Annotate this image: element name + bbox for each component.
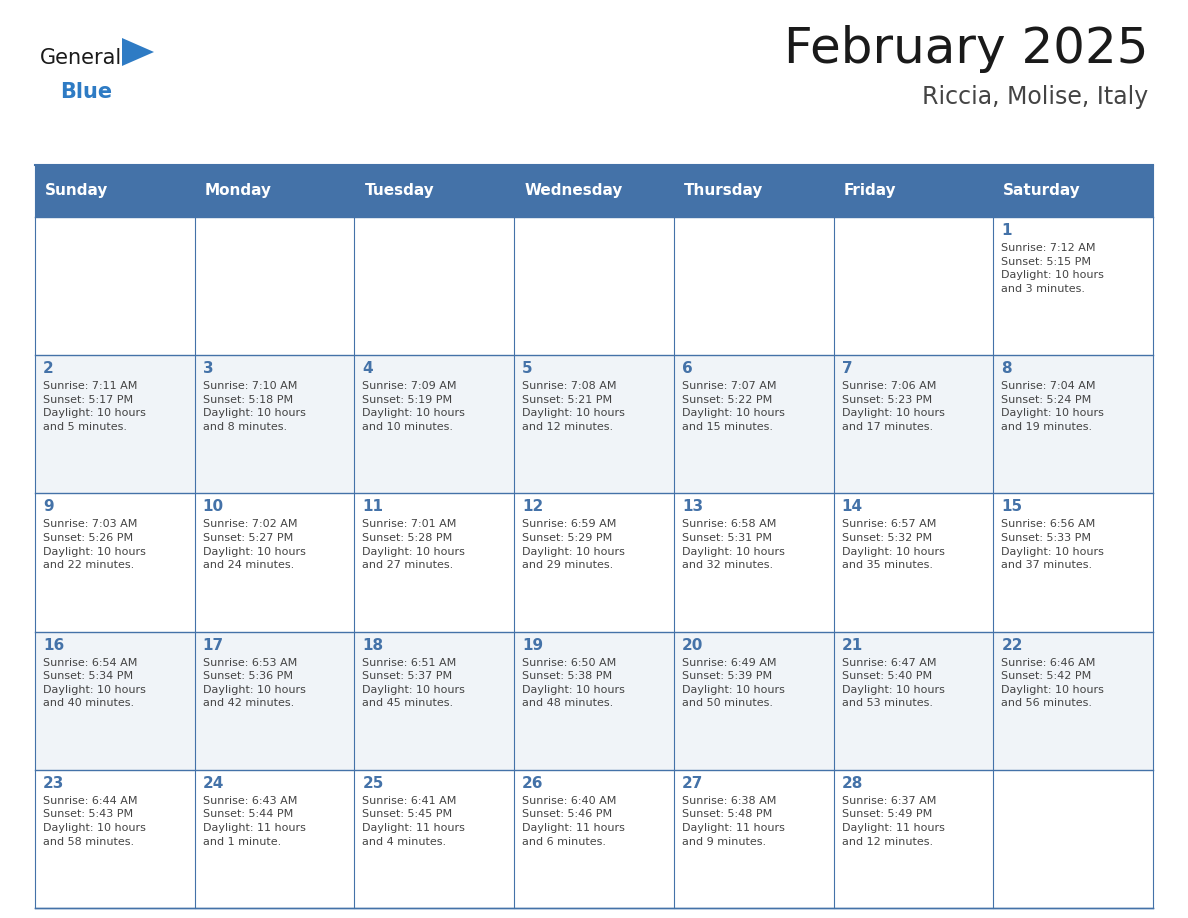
Text: Sunrise: 7:10 AM
Sunset: 5:18 PM
Daylight: 10 hours
and 8 minutes.: Sunrise: 7:10 AM Sunset: 5:18 PM Dayligh… [203, 381, 305, 432]
Text: Sunrise: 6:50 AM
Sunset: 5:38 PM
Daylight: 10 hours
and 48 minutes.: Sunrise: 6:50 AM Sunset: 5:38 PM Dayligh… [523, 657, 625, 709]
Text: 2: 2 [43, 361, 53, 376]
Text: Sunrise: 6:41 AM
Sunset: 5:45 PM
Daylight: 11 hours
and 4 minutes.: Sunrise: 6:41 AM Sunset: 5:45 PM Dayligh… [362, 796, 466, 846]
Text: Saturday: Saturday [1004, 184, 1081, 198]
Text: Wednesday: Wednesday [524, 184, 623, 198]
Text: 3: 3 [203, 361, 214, 376]
Text: Riccia, Molise, Italy: Riccia, Molise, Italy [922, 85, 1148, 109]
Text: Blue: Blue [61, 82, 112, 102]
Text: Sunrise: 6:58 AM
Sunset: 5:31 PM
Daylight: 10 hours
and 32 minutes.: Sunrise: 6:58 AM Sunset: 5:31 PM Dayligh… [682, 520, 785, 570]
Bar [34, 770, 1154, 908]
Text: General: General [40, 48, 122, 68]
Text: Sunrise: 7:07 AM
Sunset: 5:22 PM
Daylight: 10 hours
and 15 minutes.: Sunrise: 7:07 AM Sunset: 5:22 PM Dayligh… [682, 381, 785, 432]
Text: 12: 12 [523, 499, 543, 514]
Text: 16: 16 [43, 638, 64, 653]
Text: Sunrise: 7:03 AM
Sunset: 5:26 PM
Daylight: 10 hours
and 22 minutes.: Sunrise: 7:03 AM Sunset: 5:26 PM Dayligh… [43, 520, 146, 570]
Text: 18: 18 [362, 638, 384, 653]
Text: Sunrise: 7:06 AM
Sunset: 5:23 PM
Daylight: 10 hours
and 17 minutes.: Sunrise: 7:06 AM Sunset: 5:23 PM Dayligh… [841, 381, 944, 432]
Text: Friday: Friday [843, 184, 896, 198]
Text: Sunrise: 7:11 AM
Sunset: 5:17 PM
Daylight: 10 hours
and 5 minutes.: Sunrise: 7:11 AM Sunset: 5:17 PM Dayligh… [43, 381, 146, 432]
Text: 17: 17 [203, 638, 223, 653]
Text: 8: 8 [1001, 361, 1012, 376]
Text: Sunrise: 7:01 AM
Sunset: 5:28 PM
Daylight: 10 hours
and 27 minutes.: Sunrise: 7:01 AM Sunset: 5:28 PM Dayligh… [362, 520, 466, 570]
Text: Sunrise: 7:12 AM
Sunset: 5:15 PM
Daylight: 10 hours
and 3 minutes.: Sunrise: 7:12 AM Sunset: 5:15 PM Dayligh… [1001, 243, 1104, 294]
Text: Sunrise: 6:37 AM
Sunset: 5:49 PM
Daylight: 11 hours
and 12 minutes.: Sunrise: 6:37 AM Sunset: 5:49 PM Dayligh… [841, 796, 944, 846]
Text: 23: 23 [43, 776, 64, 790]
Text: Sunrise: 6:40 AM
Sunset: 5:46 PM
Daylight: 11 hours
and 6 minutes.: Sunrise: 6:40 AM Sunset: 5:46 PM Dayligh… [523, 796, 625, 846]
Text: 10: 10 [203, 499, 223, 514]
Text: Thursday: Thursday [684, 184, 763, 198]
Text: 9: 9 [43, 499, 53, 514]
Text: Sunrise: 6:38 AM
Sunset: 5:48 PM
Daylight: 11 hours
and 9 minutes.: Sunrise: 6:38 AM Sunset: 5:48 PM Dayligh… [682, 796, 785, 846]
Text: 7: 7 [841, 361, 852, 376]
Bar [34, 632, 1154, 770]
Text: 15: 15 [1001, 499, 1023, 514]
Polygon shape [122, 38, 154, 66]
Bar [34, 493, 1154, 632]
Bar [34, 165, 1154, 217]
Text: 25: 25 [362, 776, 384, 790]
Text: Sunrise: 6:43 AM
Sunset: 5:44 PM
Daylight: 11 hours
and 1 minute.: Sunrise: 6:43 AM Sunset: 5:44 PM Dayligh… [203, 796, 305, 846]
Text: 11: 11 [362, 499, 384, 514]
Text: 5: 5 [523, 361, 532, 376]
Text: 24: 24 [203, 776, 225, 790]
Text: 28: 28 [841, 776, 862, 790]
Bar [34, 355, 1154, 493]
Text: Sunrise: 7:08 AM
Sunset: 5:21 PM
Daylight: 10 hours
and 12 minutes.: Sunrise: 7:08 AM Sunset: 5:21 PM Dayligh… [523, 381, 625, 432]
Text: 20: 20 [682, 638, 703, 653]
Text: 6: 6 [682, 361, 693, 376]
Text: Sunrise: 6:59 AM
Sunset: 5:29 PM
Daylight: 10 hours
and 29 minutes.: Sunrise: 6:59 AM Sunset: 5:29 PM Dayligh… [523, 520, 625, 570]
Text: 19: 19 [523, 638, 543, 653]
Text: Sunrise: 6:53 AM
Sunset: 5:36 PM
Daylight: 10 hours
and 42 minutes.: Sunrise: 6:53 AM Sunset: 5:36 PM Dayligh… [203, 657, 305, 709]
Text: Sunrise: 7:02 AM
Sunset: 5:27 PM
Daylight: 10 hours
and 24 minutes.: Sunrise: 7:02 AM Sunset: 5:27 PM Dayligh… [203, 520, 305, 570]
Text: Sunrise: 7:04 AM
Sunset: 5:24 PM
Daylight: 10 hours
and 19 minutes.: Sunrise: 7:04 AM Sunset: 5:24 PM Dayligh… [1001, 381, 1104, 432]
Bar [34, 217, 1154, 355]
Text: 21: 21 [841, 638, 862, 653]
Text: Sunrise: 6:57 AM
Sunset: 5:32 PM
Daylight: 10 hours
and 35 minutes.: Sunrise: 6:57 AM Sunset: 5:32 PM Dayligh… [841, 520, 944, 570]
Text: 26: 26 [523, 776, 544, 790]
Text: Sunrise: 6:51 AM
Sunset: 5:37 PM
Daylight: 10 hours
and 45 minutes.: Sunrise: 6:51 AM Sunset: 5:37 PM Dayligh… [362, 657, 466, 709]
Text: Sunrise: 6:56 AM
Sunset: 5:33 PM
Daylight: 10 hours
and 37 minutes.: Sunrise: 6:56 AM Sunset: 5:33 PM Dayligh… [1001, 520, 1104, 570]
Text: Sunday: Sunday [45, 184, 108, 198]
Text: Sunrise: 7:09 AM
Sunset: 5:19 PM
Daylight: 10 hours
and 10 minutes.: Sunrise: 7:09 AM Sunset: 5:19 PM Dayligh… [362, 381, 466, 432]
Text: Sunrise: 6:49 AM
Sunset: 5:39 PM
Daylight: 10 hours
and 50 minutes.: Sunrise: 6:49 AM Sunset: 5:39 PM Dayligh… [682, 657, 785, 709]
Text: Sunrise: 6:46 AM
Sunset: 5:42 PM
Daylight: 10 hours
and 56 minutes.: Sunrise: 6:46 AM Sunset: 5:42 PM Dayligh… [1001, 657, 1104, 709]
Text: Tuesday: Tuesday [365, 184, 434, 198]
Text: Sunrise: 6:44 AM
Sunset: 5:43 PM
Daylight: 10 hours
and 58 minutes.: Sunrise: 6:44 AM Sunset: 5:43 PM Dayligh… [43, 796, 146, 846]
Text: 22: 22 [1001, 638, 1023, 653]
Text: 13: 13 [682, 499, 703, 514]
Text: 27: 27 [682, 776, 703, 790]
Text: 14: 14 [841, 499, 862, 514]
Text: 1: 1 [1001, 223, 1012, 238]
Text: Sunrise: 6:47 AM
Sunset: 5:40 PM
Daylight: 10 hours
and 53 minutes.: Sunrise: 6:47 AM Sunset: 5:40 PM Dayligh… [841, 657, 944, 709]
Text: February 2025: February 2025 [784, 25, 1148, 73]
Text: Monday: Monday [204, 184, 272, 198]
Text: Sunrise: 6:54 AM
Sunset: 5:34 PM
Daylight: 10 hours
and 40 minutes.: Sunrise: 6:54 AM Sunset: 5:34 PM Dayligh… [43, 657, 146, 709]
Text: 4: 4 [362, 361, 373, 376]
